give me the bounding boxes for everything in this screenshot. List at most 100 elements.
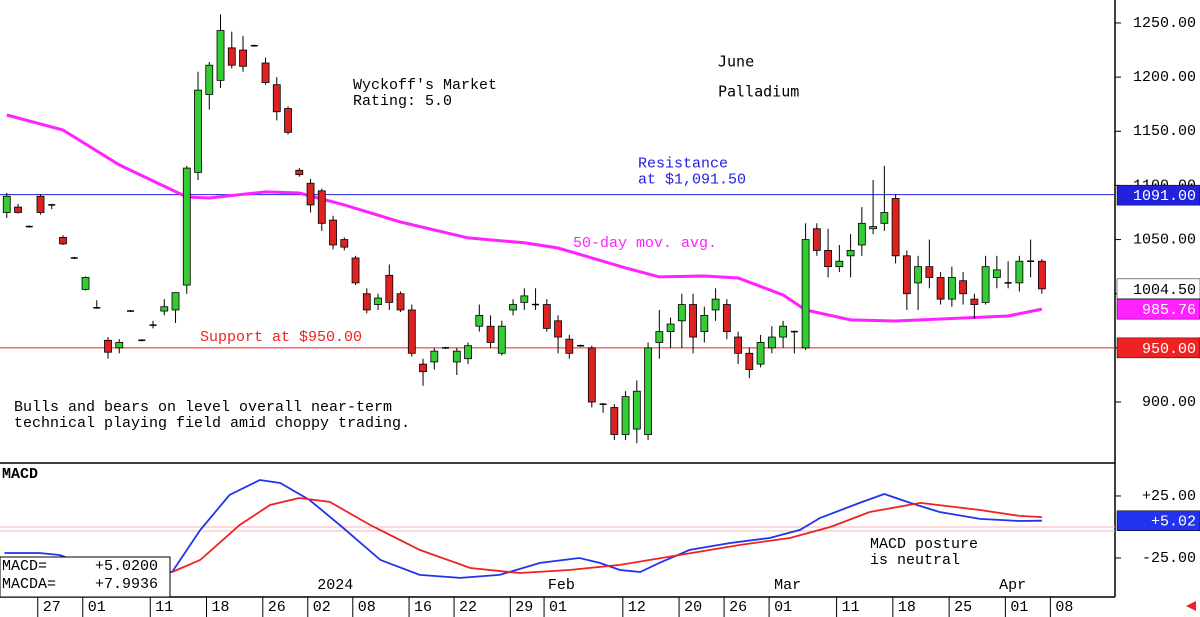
candle-body bbox=[306, 182, 315, 206]
panel-title: MACD bbox=[2, 466, 38, 483]
candle-body bbox=[700, 314, 709, 333]
y-tick-label: 1150.00 bbox=[1133, 123, 1196, 140]
candle-body bbox=[644, 347, 652, 435]
candle-body bbox=[419, 363, 427, 373]
commentary: is neutral bbox=[870, 552, 960, 569]
support-label: Support at $950.00 bbox=[200, 329, 362, 346]
x-tick-label: 08 bbox=[1055, 599, 1073, 616]
candle-body bbox=[464, 345, 472, 360]
candle-body bbox=[835, 260, 844, 268]
y-tick-label: 900.00 bbox=[1142, 394, 1196, 411]
period-label: Apr bbox=[999, 577, 1026, 594]
candle-body bbox=[947, 277, 956, 300]
candle-body bbox=[160, 306, 169, 312]
candle-body bbox=[722, 304, 731, 333]
price-tag-label: +5.02 bbox=[1151, 514, 1196, 531]
x-tick-label: 22 bbox=[459, 599, 477, 616]
candle-body bbox=[351, 257, 360, 284]
candle-body bbox=[554, 320, 562, 338]
candle-body bbox=[497, 325, 506, 354]
candle-body bbox=[171, 292, 180, 311]
candle-body bbox=[902, 255, 911, 295]
y-tick-label: 1250.00 bbox=[1133, 15, 1196, 32]
chart-title: June bbox=[718, 53, 754, 71]
x-tick-label: 29 bbox=[515, 599, 533, 616]
candle-body bbox=[36, 195, 45, 213]
price-tag-label: 950.00 bbox=[1142, 341, 1196, 358]
x-tick-label: 26 bbox=[729, 599, 747, 616]
candle-body bbox=[520, 295, 529, 303]
price-tag-label: 1091.00 bbox=[1133, 188, 1196, 205]
y-tick-label: +25.00 bbox=[1142, 488, 1196, 505]
candle-body bbox=[824, 249, 832, 268]
candle-body bbox=[385, 274, 394, 303]
commentary: Bulls and bears on level overall near-te… bbox=[14, 399, 392, 416]
candle-body bbox=[565, 338, 574, 354]
price-tag-label: 985.76 bbox=[1142, 302, 1196, 319]
legend-name: MACDA= bbox=[2, 576, 56, 593]
candle-body bbox=[632, 390, 641, 430]
candle-body bbox=[869, 226, 877, 230]
candle-body bbox=[430, 350, 439, 363]
candle-body bbox=[295, 169, 304, 175]
x-tick-label: 01 bbox=[774, 599, 792, 616]
candle-body bbox=[655, 331, 664, 343]
candle-body bbox=[711, 298, 720, 311]
candle-body bbox=[509, 304, 517, 311]
moving-average-label: 50-day mov. avg. bbox=[573, 235, 717, 252]
candle-body bbox=[396, 293, 405, 311]
x-tick-label: 01 bbox=[1010, 599, 1028, 616]
candle-body bbox=[542, 304, 551, 329]
candle-body bbox=[756, 342, 765, 365]
candle-body bbox=[666, 323, 675, 333]
candle-body bbox=[621, 396, 630, 435]
price-tag bbox=[1116, 298, 1200, 320]
period-label: Mar bbox=[774, 577, 801, 594]
price-tag bbox=[1116, 278, 1200, 300]
candle-body bbox=[857, 222, 866, 246]
indicator-line bbox=[4, 479, 1042, 579]
candle-body bbox=[677, 304, 686, 322]
candle-body bbox=[81, 277, 90, 290]
x-tick-label: 27 bbox=[43, 599, 61, 616]
candle-body bbox=[452, 350, 461, 363]
x-tick-label: 25 bbox=[954, 599, 972, 616]
period-label: 2024 bbox=[317, 577, 353, 594]
legend-value: +5.0200 bbox=[95, 558, 158, 575]
candle-body bbox=[284, 108, 292, 133]
candle-body bbox=[767, 336, 776, 349]
commentary: technical playing field amid choppy trad… bbox=[14, 415, 410, 432]
candle-body bbox=[745, 352, 754, 370]
candle-body bbox=[734, 336, 742, 354]
candle-body bbox=[216, 30, 225, 81]
resistance-label: at $1,091.50 bbox=[638, 172, 746, 189]
candle-body bbox=[407, 309, 416, 354]
candle-body bbox=[1037, 260, 1046, 290]
candle-body bbox=[801, 239, 810, 349]
candle-body bbox=[959, 280, 968, 295]
candle-body bbox=[891, 198, 900, 257]
scroll-arrow[interactable] bbox=[1186, 601, 1196, 611]
candle-body bbox=[261, 62, 270, 83]
x-tick-label: 18 bbox=[212, 599, 230, 616]
y-tick-label: -25.00 bbox=[1142, 550, 1196, 567]
y-tick-label: 1200.00 bbox=[1133, 69, 1196, 86]
candle-body bbox=[340, 239, 349, 248]
y-tick-label: 1050.00 bbox=[1133, 232, 1196, 249]
rating-label: Wyckoff's Market bbox=[353, 77, 497, 94]
candle-body bbox=[992, 269, 1001, 278]
candle-body bbox=[610, 407, 619, 435]
legend-name: MACD= bbox=[2, 558, 47, 575]
price-tag bbox=[1116, 184, 1200, 206]
x-tick-label: 16 bbox=[414, 599, 432, 616]
candle-body bbox=[981, 266, 990, 303]
candle-body bbox=[914, 266, 923, 284]
x-tick-label: 20 bbox=[684, 599, 702, 616]
candle-body bbox=[374, 297, 382, 305]
candle-body bbox=[362, 293, 371, 311]
legend-value: +7.9936 bbox=[95, 576, 158, 593]
x-tick-label: 08 bbox=[358, 599, 376, 616]
candle-body bbox=[970, 298, 979, 305]
